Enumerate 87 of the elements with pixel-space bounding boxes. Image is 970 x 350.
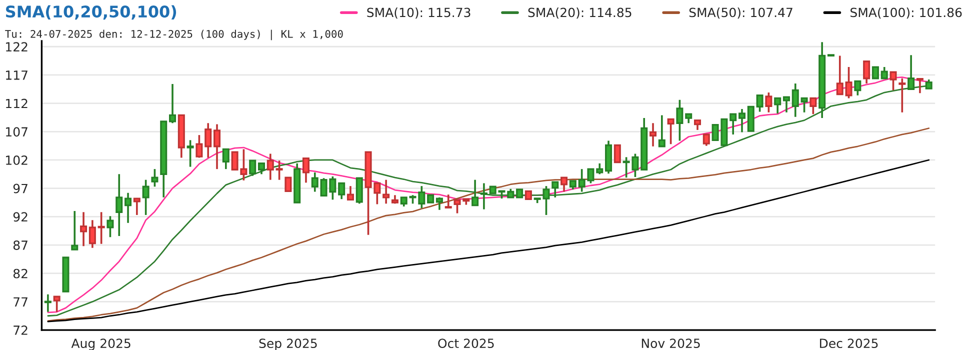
candlestick bbox=[782, 96, 790, 114]
candlestick bbox=[169, 83, 176, 124]
candlestick bbox=[756, 94, 764, 113]
candlestick bbox=[106, 215, 114, 238]
candlestick bbox=[196, 134, 203, 159]
candlestick bbox=[302, 157, 310, 184]
y-tick-label: 82 bbox=[13, 268, 28, 278]
candlestick bbox=[249, 160, 256, 177]
legend-label: SMA(20): 114.85 bbox=[528, 8, 632, 19]
candlestick bbox=[88, 219, 96, 249]
candlestick bbox=[676, 99, 684, 142]
candlestick bbox=[436, 196, 443, 211]
candlestick bbox=[774, 97, 782, 114]
candlestick bbox=[53, 296, 60, 313]
candlestick bbox=[730, 113, 737, 136]
y-tick-label: 97 bbox=[13, 184, 28, 194]
candlestick bbox=[186, 139, 194, 168]
candlestick bbox=[792, 82, 799, 118]
candlestick bbox=[916, 78, 924, 94]
candlestick bbox=[685, 112, 692, 124]
candlestick bbox=[560, 176, 568, 193]
candlestick bbox=[480, 182, 488, 210]
candlestick bbox=[872, 66, 879, 80]
line-series bbox=[47, 159, 930, 322]
candlestick bbox=[382, 178, 390, 205]
x-tick-label: Oct 2025 bbox=[438, 338, 494, 348]
candlestick bbox=[845, 66, 852, 100]
candlestick bbox=[738, 108, 746, 134]
y-tick-label: 72 bbox=[14, 326, 28, 335]
y-tick-label: 112 bbox=[6, 98, 28, 108]
candlestick bbox=[400, 196, 408, 208]
candlestick bbox=[552, 181, 559, 198]
y-tick-label: 107 bbox=[6, 127, 28, 137]
candlestick bbox=[98, 211, 105, 245]
candlestick bbox=[346, 185, 354, 201]
candlestick bbox=[800, 97, 808, 114]
candlestick bbox=[311, 172, 318, 193]
candlestick bbox=[694, 119, 702, 131]
candlestick bbox=[142, 178, 150, 216]
candlestick bbox=[356, 177, 363, 205]
candlestick bbox=[284, 176, 292, 192]
legend-label: SMA(100): 101.86 bbox=[850, 8, 962, 19]
candlestick bbox=[658, 114, 666, 148]
candlestick bbox=[266, 152, 274, 181]
line-series bbox=[47, 128, 930, 322]
candlestick bbox=[214, 123, 221, 170]
candlestick bbox=[276, 160, 283, 181]
x-tick-label: Dec 2025 bbox=[820, 338, 878, 348]
candlestick bbox=[765, 92, 772, 114]
candlestick bbox=[702, 134, 710, 147]
chart-subtitle: Tu: 24-07-2025 den: 12-12-2025 (100 days) | KL x 1,000 bbox=[5, 30, 343, 40]
candlestick bbox=[71, 210, 78, 250]
y-tick-label: 77 bbox=[14, 297, 28, 306]
y-tick-label: 92 bbox=[13, 212, 28, 222]
candlestick bbox=[222, 148, 230, 170]
candlestick bbox=[596, 162, 604, 176]
candlestick bbox=[890, 71, 897, 92]
y-tick-label: 122 bbox=[6, 42, 28, 52]
candlestick bbox=[444, 194, 452, 210]
legend-label: SMA(10): 115.73 bbox=[367, 8, 470, 19]
legend-label: SMA(50): 107.47 bbox=[689, 8, 792, 19]
candlestick bbox=[836, 54, 844, 96]
candlestick bbox=[614, 144, 621, 164]
x-tick-label: Aug 2025 bbox=[71, 338, 130, 350]
candlestick bbox=[204, 122, 212, 159]
candlestick bbox=[898, 77, 906, 114]
candlestick bbox=[44, 293, 52, 313]
candlestick bbox=[854, 80, 862, 96]
y-tick-label: 87 bbox=[13, 240, 28, 250]
y-tick-label: 102 bbox=[6, 155, 28, 165]
candlestick bbox=[151, 168, 158, 188]
x-tick-label: Sep 2025 bbox=[259, 338, 317, 350]
candlestick bbox=[338, 182, 346, 200]
candlestick bbox=[116, 173, 123, 237]
candlestick bbox=[258, 162, 265, 176]
candlestick bbox=[863, 60, 870, 84]
candlestick bbox=[80, 211, 88, 248]
candlestick bbox=[133, 197, 140, 216]
candlestick bbox=[667, 118, 674, 146]
x-tick-label: Nov 2025 bbox=[642, 338, 700, 348]
candlestick bbox=[880, 66, 888, 80]
chart-title: SMA(10,20,50,100) bbox=[6, 5, 176, 20]
y-tick-label: 117 bbox=[6, 70, 28, 80]
candlestick bbox=[472, 178, 479, 206]
candlestick bbox=[124, 192, 132, 224]
candlestick bbox=[810, 97, 817, 115]
candlestick bbox=[650, 122, 657, 148]
